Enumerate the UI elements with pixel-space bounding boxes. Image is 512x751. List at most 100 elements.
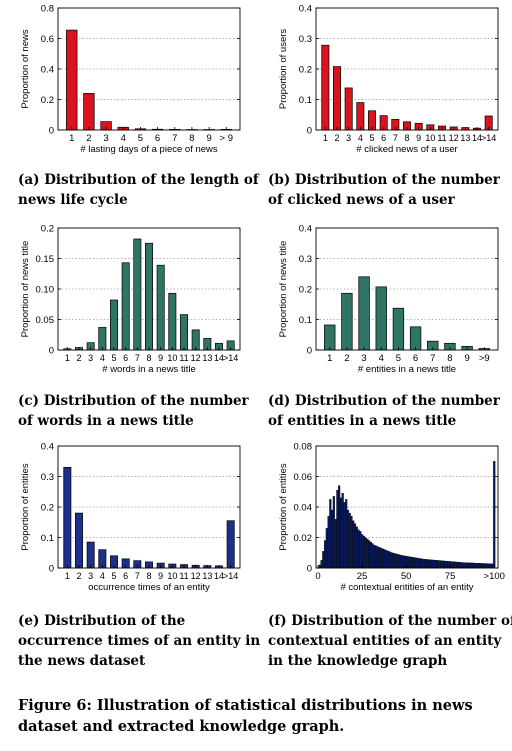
bar bbox=[362, 535, 365, 569]
chart-panel-c: 0 0.05 0.10 0.15 0.2 1 2 3 4 5 6 7 8 9 10 11 12 13 14 >14 # … bbox=[0, 222, 250, 382]
bar bbox=[454, 561, 457, 569]
caption-f: (f) Distribution of the number of contex… bbox=[268, 613, 512, 669]
x-tick-label: 3 bbox=[88, 353, 93, 363]
bar bbox=[493, 461, 496, 569]
chart-panel-f: 0 0.02 0.04 0.06 0.08 0 25 50 75 >100 # contextual… bbox=[258, 440, 508, 600]
bar bbox=[480, 563, 483, 569]
chart-f: 0 0.02 0.04 0.06 0.08 0 25 50 75 >100 # contextual… bbox=[278, 442, 505, 594]
bar bbox=[431, 559, 434, 569]
x-tick-label: 10 bbox=[167, 353, 177, 363]
bar bbox=[375, 545, 378, 569]
x-tick-label: 8 bbox=[189, 133, 194, 144]
x-tick-label: 12 bbox=[191, 353, 201, 363]
bar bbox=[369, 541, 372, 569]
x-tick-label: 75 bbox=[445, 571, 456, 582]
bar bbox=[346, 509, 350, 569]
bar bbox=[422, 558, 425, 569]
x-tick-label: 13 bbox=[202, 571, 212, 581]
y-tick-label: 0.15 bbox=[36, 254, 55, 265]
y-tick-label: 0.2 bbox=[41, 95, 54, 106]
chart-d: 0 0.1 0.2 0.3 0.4 1 2 3 4 5 6 7 8 9 >9 # entities in a … bbox=[278, 224, 499, 375]
x-tick-label: 5 bbox=[111, 353, 116, 363]
bar bbox=[410, 556, 413, 569]
bar bbox=[385, 550, 388, 569]
x-tick-label: 5 bbox=[396, 353, 401, 364]
bar bbox=[350, 515, 353, 569]
bar bbox=[341, 493, 344, 569]
bar bbox=[409, 326, 422, 351]
y-tick-label: 0.1 bbox=[299, 315, 312, 326]
bar bbox=[334, 519, 337, 569]
bar bbox=[440, 560, 443, 569]
y-axis-label: Proportion of news title bbox=[20, 241, 31, 338]
bar bbox=[356, 102, 365, 131]
y-tick-label: 0.4 bbox=[41, 65, 54, 76]
x-tick-label: >14 bbox=[223, 353, 238, 363]
bar bbox=[376, 546, 379, 569]
y-axis-label: Proportion of entities bbox=[278, 463, 289, 550]
bar bbox=[406, 556, 409, 569]
plot-frame bbox=[315, 227, 499, 351]
x-tick-label: 3 bbox=[88, 571, 93, 581]
y-axis-label: Proportion of news bbox=[20, 29, 31, 108]
bar bbox=[470, 562, 473, 569]
y-tick-label: 0.4 bbox=[41, 442, 54, 453]
bar bbox=[398, 554, 401, 569]
bar bbox=[325, 528, 328, 569]
chart-panel-e: 0 0.1 0.2 0.3 0.4 1 2 3 4 5 6 7 8 9 10 11 12 13 14 >14 occur… bbox=[0, 440, 250, 600]
bar bbox=[463, 562, 466, 569]
bar bbox=[479, 563, 482, 569]
y-tick-label: 0.2 bbox=[299, 65, 312, 76]
bar bbox=[359, 531, 362, 569]
bar bbox=[133, 238, 142, 351]
bar bbox=[392, 553, 395, 569]
bar bbox=[401, 555, 404, 569]
bar bbox=[345, 499, 348, 569]
x-tick-label: 8 bbox=[146, 353, 151, 363]
x-tick-label: 12 bbox=[191, 571, 201, 581]
x-tick-label: 9 bbox=[158, 353, 163, 363]
bar bbox=[344, 87, 353, 131]
x-tick-label: 6 bbox=[381, 133, 386, 143]
x-tick-label: 6 bbox=[123, 571, 128, 581]
bar bbox=[341, 292, 353, 351]
bar bbox=[443, 560, 446, 569]
bar bbox=[487, 563, 491, 569]
x-tick-label: 3 bbox=[346, 133, 351, 143]
bar bbox=[447, 561, 450, 569]
x-tick-label: 0 bbox=[315, 571, 320, 582]
y-tick-label: 0 bbox=[49, 564, 54, 575]
x-tick-label: 1 bbox=[69, 133, 74, 144]
bar bbox=[392, 307, 405, 351]
bar bbox=[348, 512, 351, 569]
bar bbox=[380, 548, 383, 569]
bar bbox=[436, 560, 439, 569]
x-tick-label: >14 bbox=[223, 571, 238, 581]
x-tick-label: 9 bbox=[416, 133, 421, 143]
y-tick-label: 0 bbox=[307, 126, 312, 137]
bar bbox=[394, 553, 397, 569]
bar bbox=[442, 560, 445, 569]
x-tick-label: 9 bbox=[206, 133, 211, 144]
y-tick-label: 0 bbox=[307, 564, 312, 575]
y-tick-label: 0.10 bbox=[36, 285, 55, 296]
x-tick-label: 8 bbox=[404, 133, 409, 143]
x-tick-label: 8 bbox=[447, 353, 452, 364]
x-tick-label: >9 bbox=[479, 353, 490, 364]
bar bbox=[429, 559, 432, 569]
bar bbox=[375, 286, 387, 351]
bar bbox=[452, 561, 455, 569]
bar bbox=[435, 560, 438, 569]
x-tick-label: 4 bbox=[379, 353, 384, 364]
x-tick-label: 11 bbox=[179, 571, 188, 581]
x-tick-label: 5 bbox=[369, 133, 374, 143]
x-axis-label: # clicked news of a user bbox=[356, 144, 457, 155]
y-tick-label: 0.4 bbox=[299, 4, 312, 15]
x-tick-label: 1 bbox=[327, 353, 332, 364]
chart-b: 00.10.20.30.41 2 3 4 5 6 7 8 9 10 11 12 13 14 >14# cli… bbox=[278, 4, 499, 155]
bar bbox=[472, 562, 475, 569]
x-axis-label: # lasting days of a piece of news bbox=[80, 144, 218, 155]
bar bbox=[459, 562, 462, 569]
bar bbox=[371, 543, 374, 569]
caption-b: (b) Distribution of the number of clicke… bbox=[268, 172, 500, 208]
